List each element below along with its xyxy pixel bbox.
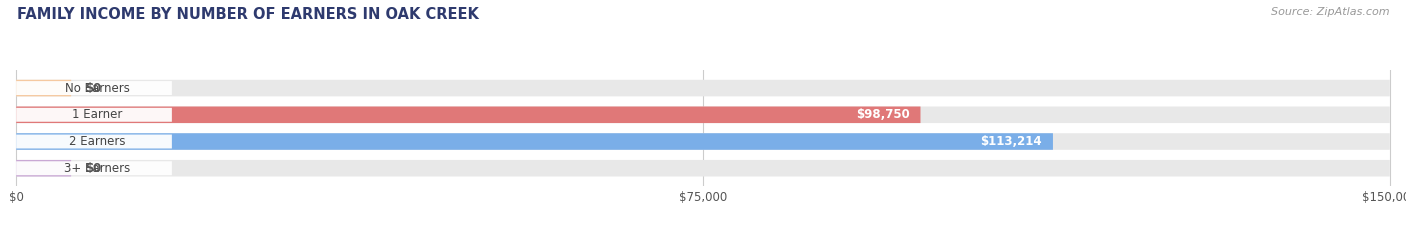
Text: $0: $0: [84, 82, 101, 95]
FancyBboxPatch shape: [17, 80, 72, 96]
FancyBboxPatch shape: [17, 134, 172, 148]
FancyBboxPatch shape: [17, 106, 1389, 123]
FancyBboxPatch shape: [17, 81, 172, 95]
FancyBboxPatch shape: [17, 133, 1389, 150]
Text: Source: ZipAtlas.com: Source: ZipAtlas.com: [1271, 7, 1389, 17]
Text: $0: $0: [84, 162, 101, 175]
FancyBboxPatch shape: [17, 108, 172, 122]
FancyBboxPatch shape: [17, 133, 1053, 150]
FancyBboxPatch shape: [17, 106, 921, 123]
Text: 3+ Earners: 3+ Earners: [65, 162, 131, 175]
Text: $98,750: $98,750: [856, 108, 910, 121]
FancyBboxPatch shape: [17, 161, 172, 175]
Text: FAMILY INCOME BY NUMBER OF EARNERS IN OAK CREEK: FAMILY INCOME BY NUMBER OF EARNERS IN OA…: [17, 7, 479, 22]
Text: $113,214: $113,214: [980, 135, 1042, 148]
Text: 2 Earners: 2 Earners: [69, 135, 125, 148]
FancyBboxPatch shape: [17, 160, 72, 177]
Text: 1 Earner: 1 Earner: [72, 108, 122, 121]
FancyBboxPatch shape: [17, 80, 1389, 96]
FancyBboxPatch shape: [17, 160, 1389, 177]
Text: No Earners: No Earners: [65, 82, 129, 95]
